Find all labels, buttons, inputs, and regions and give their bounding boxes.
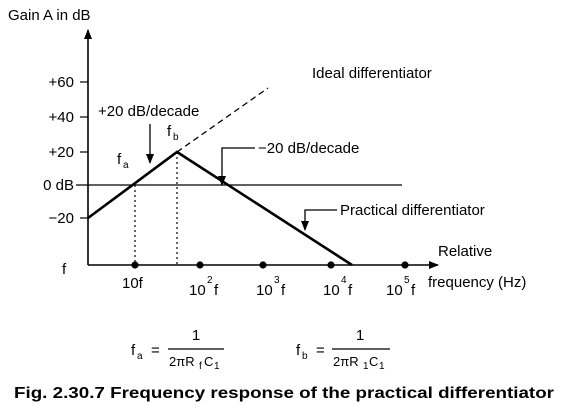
svg-text:f: f — [131, 342, 136, 359]
figure-caption: Fig. 2.30.7 Frequency response of the pr… — [14, 385, 554, 402]
svg-text:10: 10 — [189, 282, 206, 299]
formula-fb: f b = 1 2πR 1 C 1 — [296, 327, 390, 372]
x-axis-label: Relative — [438, 243, 492, 260]
svg-text:1: 1 — [214, 361, 220, 372]
svg-text:C: C — [369, 354, 378, 369]
svg-text:f: f — [167, 123, 172, 140]
x-axis-label: frequency (Hz) — [428, 274, 526, 291]
y-tick-label: −20 — [49, 210, 74, 227]
svg-text:3: 3 — [274, 275, 280, 286]
formula-fa: f a = 1 2πR f C 1 — [131, 327, 224, 372]
svg-text:b: b — [302, 351, 308, 362]
svg-text:1: 1 — [363, 361, 369, 372]
svg-text:4: 4 — [341, 275, 347, 286]
svg-text:=: = — [151, 342, 160, 359]
svg-text:f: f — [214, 282, 219, 299]
x-tick-label: 10 4 f — [323, 275, 353, 299]
svg-text:=: = — [316, 342, 325, 359]
ideal-response-line — [176, 87, 269, 153]
svg-text:2πR: 2πR — [169, 354, 195, 369]
slope-up-label: +20 dB/decade — [98, 103, 199, 120]
fb-label: f b — [167, 123, 179, 143]
fa-label: f a — [117, 151, 129, 171]
svg-text:f: f — [117, 151, 122, 168]
practical-arrow — [301, 209, 337, 231]
practical-label: Practical differentiator — [340, 202, 485, 219]
slope-down-arrow — [218, 147, 255, 186]
svg-text:10: 10 — [323, 282, 340, 299]
svg-text:10: 10 — [386, 282, 403, 299]
y-tick-label: 0 dB — [43, 177, 74, 194]
x-tick-label: 10 3 f — [256, 275, 286, 299]
y-tick-label: +60 — [49, 74, 74, 91]
x-origin-label: f — [62, 261, 67, 278]
svg-text:2πR: 2πR — [333, 354, 359, 369]
ideal-label: Ideal differentiator — [312, 65, 432, 82]
svg-text:f: f — [199, 361, 202, 372]
practical-response-line — [87, 150, 353, 267]
y-ticks: +60 +40 +20 0 dB −20 — [43, 74, 88, 227]
svg-text:f: f — [281, 282, 286, 299]
svg-text:2: 2 — [207, 275, 213, 286]
y-axis-label: Gain A in dB — [8, 7, 91, 24]
svg-text:f: f — [348, 282, 353, 299]
svg-text:1: 1 — [379, 361, 385, 372]
svg-text:10: 10 — [256, 282, 273, 299]
y-tick-label: +20 — [49, 144, 74, 161]
x-tick-marks — [131, 261, 409, 269]
y-tick-label: +40 — [49, 109, 74, 126]
x-tick-label: 10 5 f — [386, 275, 416, 299]
svg-text:1: 1 — [192, 327, 200, 344]
svg-text:1: 1 — [356, 327, 364, 344]
svg-text:a: a — [137, 351, 143, 362]
svg-text:a: a — [123, 160, 129, 171]
svg-text:f: f — [411, 282, 416, 299]
svg-text:C: C — [204, 354, 213, 369]
slope-down-label: −20 dB/decade — [258, 140, 359, 157]
x-tick-label: 10 2 f — [189, 275, 219, 299]
svg-text:b: b — [173, 132, 179, 143]
svg-text:5: 5 — [404, 275, 410, 286]
x-tick-label: 10f — [122, 275, 144, 292]
svg-text:f: f — [296, 342, 301, 359]
